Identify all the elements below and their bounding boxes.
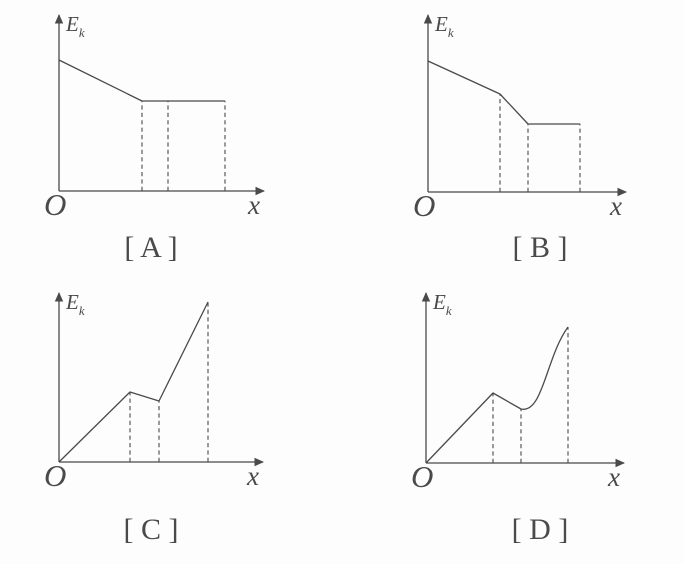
svg-text:[ B ]: [ B ] [513, 231, 568, 264]
svg-text:O: O [44, 187, 66, 222]
svg-text:x: x [247, 190, 260, 220]
svg-text:Ek: Ek [432, 290, 452, 318]
svg-text:O: O [413, 188, 435, 223]
svg-text:Ek: Ek [434, 12, 454, 40]
svg-text:O: O [411, 459, 433, 494]
svg-text:Ek: Ek [65, 290, 85, 318]
svg-text:Ek: Ek [65, 12, 85, 40]
svg-text:x: x [609, 191, 622, 221]
svg-text:O: O [44, 458, 66, 493]
svg-text:x: x [246, 461, 259, 491]
svg-text:[ A ]: [ A ] [124, 231, 177, 264]
svg-text:[ C ]: [ C ] [124, 513, 179, 546]
svg-text:[ D ]: [ D ] [512, 513, 569, 546]
svg-text:x: x [607, 462, 620, 492]
